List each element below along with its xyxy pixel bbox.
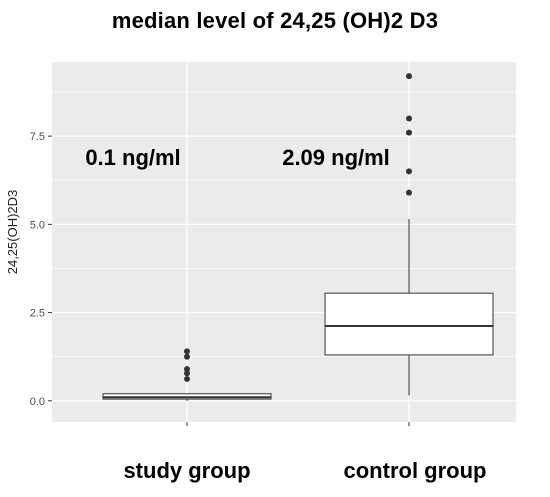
plot-panel [52, 62, 516, 422]
outlier-point [184, 366, 190, 373]
outlier-point [184, 370, 190, 377]
chart-title: median level of 24,25 (OH)2 D3 [111, 8, 439, 33]
x-category-control-group: control group [344, 458, 487, 483]
outlier-point [184, 348, 190, 355]
box-iqr [324, 292, 494, 356]
y-tick-label: 5.0 [30, 219, 45, 231]
y-axis-label: 24,25(OH)2D3 [5, 190, 20, 275]
boxes [102, 73, 494, 401]
outlier-point [184, 375, 190, 382]
y-tick-label: 2.5 [30, 308, 45, 320]
outlier-point [406, 189, 412, 196]
annotation-control-median: 2.09 ng/ml [282, 145, 390, 170]
outlier-point [406, 129, 412, 136]
outlier-point [184, 353, 190, 360]
outlier-point [406, 168, 412, 175]
outlier-point [406, 73, 412, 80]
box-study-group [102, 348, 272, 401]
axis-ticks: 0.0 2.5 5.0 7.5 [30, 131, 410, 426]
annotation-study-median: 0.1 ng/ml [85, 145, 180, 170]
y-tick-label: 7.5 [30, 131, 45, 143]
y-tick-label: 0.0 [30, 396, 45, 408]
box-control-group [324, 73, 494, 396]
x-category-study-group: study group [123, 458, 250, 483]
outlier-point [406, 115, 412, 122]
